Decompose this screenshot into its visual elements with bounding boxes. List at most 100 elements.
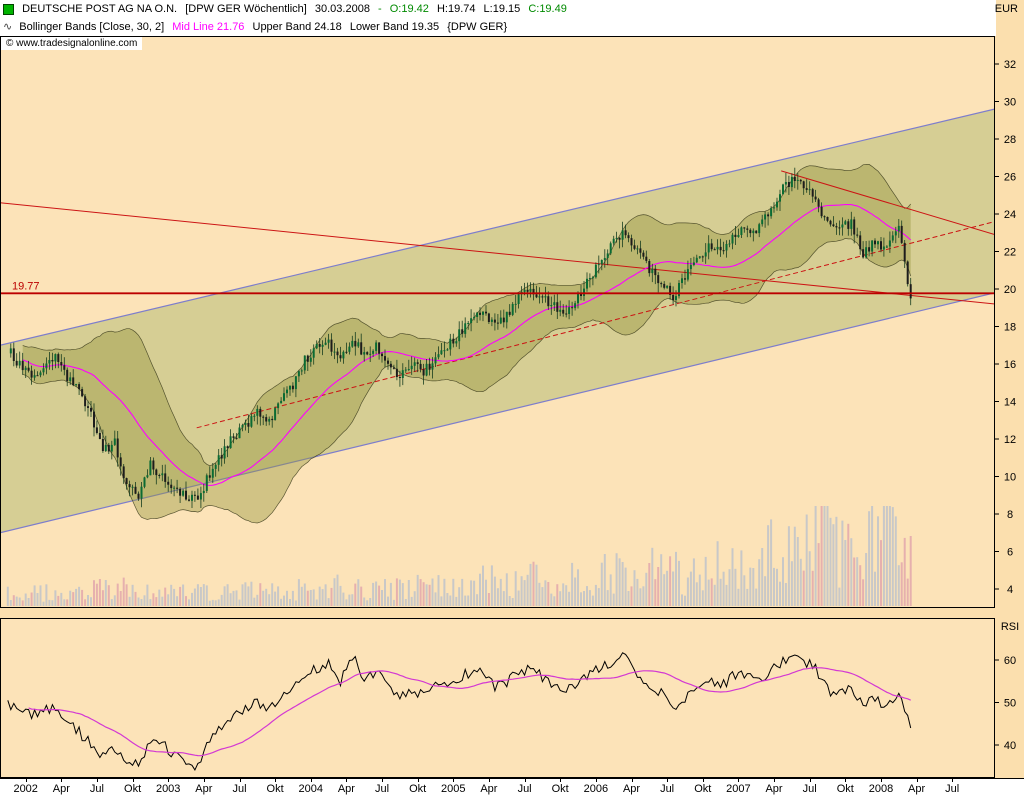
- price-tick-label: 14: [1004, 397, 1016, 409]
- time-label: Okt: [694, 783, 712, 795]
- rsi-axis-label: RSI: [1001, 621, 1019, 633]
- volume-bars: [6, 506, 912, 606]
- bar-date: 30.03.2008: [314, 3, 370, 15]
- upper-band-value: Upper Band 24.18: [252, 21, 342, 33]
- time-tick: [774, 779, 775, 782]
- time-label: Jul: [89, 783, 104, 795]
- time-tick: [702, 779, 704, 782]
- time-label: 2008: [868, 783, 894, 795]
- time-tick: [488, 779, 490, 782]
- high-value: H:19.74: [436, 3, 476, 15]
- time-tick: [667, 779, 669, 782]
- time-label: Apr: [337, 783, 355, 795]
- plot-border: [0, 36, 995, 608]
- time-tick: [845, 779, 847, 782]
- watermark: © www.tradesignalonline.com: [1, 37, 143, 50]
- time-tick: [809, 779, 811, 782]
- time-label: Jul: [945, 783, 960, 795]
- time-tick: [524, 779, 526, 782]
- time-tick: [132, 779, 134, 782]
- time-tick: [417, 779, 419, 782]
- time-label: Jul: [802, 783, 817, 795]
- time-label: Apr: [765, 783, 783, 795]
- time-tick: [453, 779, 455, 782]
- bollinger-band: [22, 163, 912, 524]
- time-tick: [346, 779, 348, 782]
- rsi-tick-label: 40: [1004, 740, 1016, 752]
- horizontal-price-label: 19.77: [12, 280, 40, 292]
- indicator-name: Bollinger Bands [Close, 30, 2]: [19, 21, 165, 33]
- candlesticks: [9, 167, 912, 508]
- price-tick-label: 4: [1007, 584, 1013, 596]
- indicator-legend: ∿ Bollinger Bands [Close, 30, 2] Mid Lin…: [0, 18, 996, 36]
- time-label: Okt: [836, 783, 854, 795]
- instrument-symbol-info: [DPW GER Wöchentlich]: [185, 3, 307, 15]
- trend-lines: [0, 170, 995, 429]
- instrument-title: DEUTSCHE POST AG NA O.N.: [22, 3, 178, 15]
- lower-band-line: [22, 238, 912, 524]
- time-label: Apr: [480, 783, 498, 795]
- time-tick: [631, 779, 633, 782]
- time-tick: [96, 779, 98, 782]
- support-trendline-dashed: [196, 221, 995, 429]
- time-label: Jul: [232, 783, 247, 795]
- price-tick-label: 32: [1004, 59, 1016, 71]
- time-label: Okt: [409, 783, 427, 795]
- price-tick-label: 22: [1004, 247, 1016, 259]
- price-tick-label: 28: [1004, 134, 1016, 146]
- time-label: Jul: [517, 783, 532, 795]
- time-label: Jul: [374, 783, 390, 795]
- low-value: L:19.15: [483, 3, 521, 15]
- time-tick: [560, 779, 562, 782]
- price-tick-label: 10: [1004, 472, 1016, 484]
- price-tick-label: 18: [1004, 322, 1016, 334]
- price-chart-canvas: 19.77 32 30 28 26 24 22 20 18 16 14 12 10 8 6 4: [0, 36, 1016, 608]
- time-tick: [881, 779, 882, 782]
- time-tick: [203, 779, 205, 782]
- mid-line-value: Mid Line 21.76: [172, 21, 245, 33]
- rsi-tick-label: 60: [1004, 655, 1016, 667]
- time-tick: [916, 779, 918, 782]
- instrument-icon: [3, 3, 14, 15]
- time-label: Okt: [124, 783, 142, 795]
- time-label: 2005: [441, 783, 466, 795]
- legend-separator: -: [378, 3, 382, 15]
- price-tick-label: 30: [1004, 97, 1016, 109]
- time-label: 2007: [726, 783, 751, 795]
- bollinger-mid-line: [22, 203, 912, 487]
- upper-band-line: [22, 163, 911, 467]
- time-tick: [275, 779, 277, 782]
- time-tick: [25, 779, 27, 782]
- time-label: Apr: [622, 783, 641, 795]
- close-value: C:19.49: [528, 3, 567, 15]
- resistance-trendline-2007: [781, 170, 995, 236]
- channel-upper-line: [0, 108, 995, 346]
- price-tick-label: 12: [1004, 434, 1016, 446]
- time-label: 2002: [13, 783, 38, 795]
- time-label: Apr: [52, 783, 70, 795]
- time-label: 2006: [583, 783, 609, 795]
- rsi-line: [7, 652, 912, 771]
- lower-band-value: Lower Band 19.35: [349, 21, 440, 33]
- rsi-tick-label: 50: [1004, 698, 1016, 710]
- channel-lower-line: [0, 292, 995, 534]
- price-tick-label: 6: [1007, 547, 1013, 559]
- time-tick: [952, 779, 954, 782]
- open-value: O:19.42: [389, 3, 429, 15]
- time-label: Apr: [195, 783, 213, 795]
- time-tick: [310, 779, 312, 782]
- time-tick: [738, 779, 740, 782]
- time-label: Apr: [908, 783, 926, 795]
- rsi-border: [0, 618, 995, 778]
- time-label: 2003: [155, 783, 181, 795]
- price-tick-label: 26: [1004, 172, 1016, 184]
- price-tick-label: 16: [1004, 359, 1016, 371]
- price-axis-unit-label: EUR: [994, 3, 1018, 15]
- time-label: Jul: [660, 783, 675, 795]
- time-tick: [595, 779, 597, 782]
- price-tick-label: 20: [1004, 284, 1016, 296]
- time-tick: [168, 779, 170, 782]
- instrument-legend: DEUTSCHE POST AG NA O.N. [DPW GER Wöchen…: [0, 0, 996, 18]
- indicator-symbol: {DPW GER}: [447, 21, 508, 33]
